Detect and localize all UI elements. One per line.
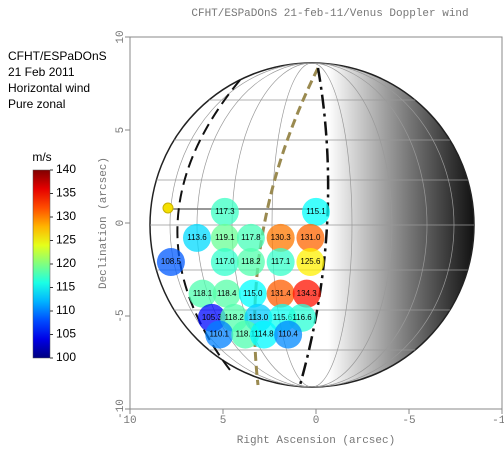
value-label: 118.1 <box>193 289 213 298</box>
chart: CFHT/ESPaDOnS 21-feb-11/Venus Doppler wi… <box>0 0 504 451</box>
value-label: 113.0 <box>249 313 269 322</box>
value-label: 115.0 <box>243 289 263 298</box>
colorbar-tick-label: 140 <box>56 162 76 176</box>
value-label: 118.2 <box>241 257 261 266</box>
value-label: 130.3 <box>271 233 292 242</box>
x-tick-label: 0 <box>313 415 320 427</box>
colorbar-label: m/s <box>32 150 51 164</box>
y-tick-label: -10 <box>115 399 127 419</box>
value-label: 131.4 <box>271 289 292 298</box>
annotation: CFHT/ESPaDOnS <box>8 49 107 63</box>
colorbar-tick-label: 135 <box>56 186 76 200</box>
y-tick-label: 0 <box>115 220 127 227</box>
value-label: 117.8 <box>241 233 261 242</box>
value-label: 134.3 <box>297 289 318 298</box>
value-label: 110.4 <box>278 330 298 339</box>
annotation: Horizontal wind <box>8 81 90 95</box>
value-label: 116.6 <box>292 313 312 322</box>
x-tick-label: -5 <box>402 415 415 427</box>
value-label: 117.1 <box>271 257 291 266</box>
value-label: 119.1 <box>215 233 235 242</box>
value-label: 118.4 <box>217 289 237 298</box>
colorbar-tick-label: 115 <box>56 280 75 294</box>
colorbar-tick-label: 100 <box>56 350 76 364</box>
value-label: 114.8 <box>254 330 274 339</box>
colorbar <box>33 170 50 358</box>
value-label: 118.2 <box>224 313 244 322</box>
y-tick-label: 5 <box>115 127 127 134</box>
value-label: 113.6 <box>187 233 207 242</box>
x-axis-label: Right Ascension (arcsec) <box>237 435 395 447</box>
annotation: Pure zonal <box>8 97 65 111</box>
value-label: 125.6 <box>300 257 321 266</box>
chart-title: CFHT/ESPaDOnS 21-feb-11/Venus Doppler wi… <box>191 8 468 20</box>
y-axis-label: Declination (arcsec) <box>98 157 110 289</box>
x-tick-label: -10 <box>492 415 504 427</box>
colorbar-tick-label: 120 <box>56 256 76 270</box>
value-label: 108.5 <box>161 257 182 266</box>
colorbar-tick-label: 110 <box>56 303 75 317</box>
value-label: 117.3 <box>215 207 235 216</box>
colorbar-tick-label: 105 <box>56 327 76 341</box>
annotation: 21 Feb 2011 <box>8 65 75 79</box>
y-tick-label: 10 <box>115 30 127 43</box>
x-tick-label: 5 <box>220 415 227 427</box>
value-label: 131.0 <box>300 233 321 242</box>
y-tick-label: -5 <box>115 309 127 322</box>
value-label: 115.1 <box>306 207 326 216</box>
colorbar-tick-label: 125 <box>56 233 76 247</box>
colorbar-tick-label: 130 <box>56 209 76 223</box>
value-label: 117.0 <box>215 257 235 266</box>
value-label: 110.1 <box>210 330 230 339</box>
